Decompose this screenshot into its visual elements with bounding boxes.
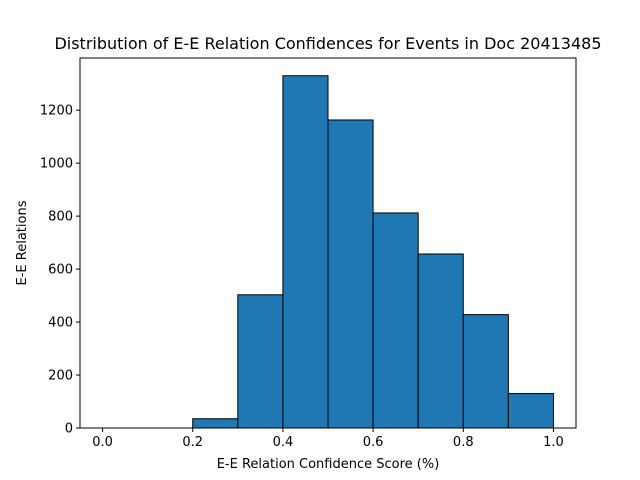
histogram-bar-2 <box>192 418 239 429</box>
y-tick-label: 800 <box>48 210 73 225</box>
histogram-bar-3 <box>237 294 284 429</box>
bars-group <box>192 75 554 429</box>
histogram-bar-6 <box>372 212 419 429</box>
y-axis-ticks: 0 200 400 600 800 1000 1200 <box>40 104 80 437</box>
x-tick-label: 0.8 <box>453 435 474 450</box>
x-axis-label: E-E Relation Confidence Score (%) <box>217 457 440 472</box>
plot-frame <box>79 57 577 429</box>
histogram-bar-7 <box>417 253 464 429</box>
y-tick-label: 200 <box>48 369 73 384</box>
y-tick-label: 1200 <box>40 104 73 119</box>
x-tick-label: 0.4 <box>273 435 294 450</box>
histogram-bar-8 <box>462 314 509 429</box>
histogram-bar-4 <box>282 75 329 429</box>
y-tick-label: 400 <box>48 316 73 331</box>
x-tick-label: 0.2 <box>182 435 203 450</box>
x-axis-ticks: 0.0 0.2 0.4 0.6 0.8 1.0 <box>92 428 564 450</box>
y-axis-label: E-E Relations <box>15 200 30 285</box>
y-tick-label: 1000 <box>40 157 73 172</box>
x-tick-label: 0.0 <box>92 435 113 450</box>
histogram-bar-5 <box>327 119 374 429</box>
chart-title: Distribution of E-E Relation Confidences… <box>54 34 601 53</box>
x-tick-label: 0.6 <box>363 435 384 450</box>
y-tick-label: 600 <box>48 263 73 278</box>
y-tick-label: 0 <box>65 422 73 437</box>
x-tick-label: 1.0 <box>543 435 564 450</box>
histogram-bar-9 <box>507 393 554 429</box>
